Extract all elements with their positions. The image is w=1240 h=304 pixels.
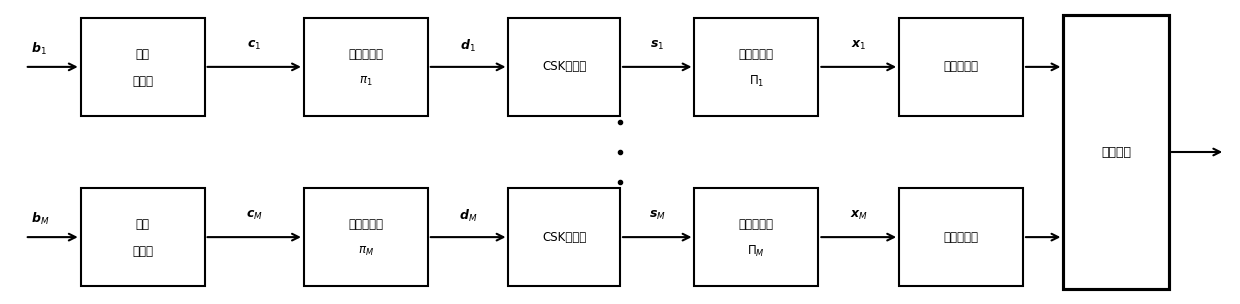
FancyBboxPatch shape [694, 18, 818, 116]
Text: 比特交织器: 比特交织器 [348, 48, 383, 61]
Text: $\Pi_1$: $\Pi_1$ [749, 74, 764, 89]
FancyBboxPatch shape [81, 18, 205, 116]
FancyBboxPatch shape [694, 188, 818, 286]
Text: $\boldsymbol{c}_M$: $\boldsymbol{c}_M$ [246, 209, 263, 223]
Text: 编码器: 编码器 [133, 245, 153, 258]
Text: 载波调制器: 载波调制器 [944, 60, 978, 73]
Text: 信道: 信道 [135, 48, 150, 61]
FancyBboxPatch shape [304, 18, 428, 116]
Text: 码片交织器: 码片交织器 [739, 48, 774, 61]
Text: $\boldsymbol{b}_M$: $\boldsymbol{b}_M$ [31, 211, 50, 227]
Text: $\boldsymbol{s}_M$: $\boldsymbol{s}_M$ [649, 209, 666, 223]
FancyBboxPatch shape [304, 188, 428, 286]
Text: CSK调制器: CSK调制器 [542, 60, 587, 73]
Text: CSK调制器: CSK调制器 [542, 231, 587, 244]
Text: $\Pi_M$: $\Pi_M$ [748, 244, 765, 259]
Text: $\boldsymbol{x}_M$: $\boldsymbol{x}_M$ [849, 209, 868, 223]
FancyBboxPatch shape [508, 188, 620, 286]
FancyBboxPatch shape [81, 188, 205, 286]
Text: 信道: 信道 [135, 218, 150, 231]
Text: 编码器: 编码器 [133, 75, 153, 88]
Text: $\boldsymbol{b}_1$: $\boldsymbol{b}_1$ [31, 41, 47, 57]
Text: $\boldsymbol{c}_1$: $\boldsymbol{c}_1$ [247, 39, 262, 52]
Text: $\boldsymbol{x}_1$: $\boldsymbol{x}_1$ [851, 39, 867, 52]
Text: $\pi_M$: $\pi_M$ [358, 245, 373, 258]
Text: 比特交织器: 比特交织器 [348, 218, 383, 231]
Text: $\pi_1$: $\pi_1$ [360, 75, 372, 88]
FancyBboxPatch shape [899, 18, 1023, 116]
Text: 载波调制器: 载波调制器 [944, 231, 978, 244]
FancyBboxPatch shape [899, 188, 1023, 286]
Text: $\boldsymbol{d}_1$: $\boldsymbol{d}_1$ [460, 38, 476, 54]
FancyBboxPatch shape [508, 18, 620, 116]
Text: 水声信道: 水声信道 [1101, 146, 1131, 158]
Text: $\boldsymbol{s}_1$: $\boldsymbol{s}_1$ [650, 39, 665, 52]
FancyBboxPatch shape [1063, 15, 1168, 289]
Text: 码片交织器: 码片交织器 [739, 218, 774, 231]
Text: $\boldsymbol{d}_M$: $\boldsymbol{d}_M$ [459, 208, 477, 224]
